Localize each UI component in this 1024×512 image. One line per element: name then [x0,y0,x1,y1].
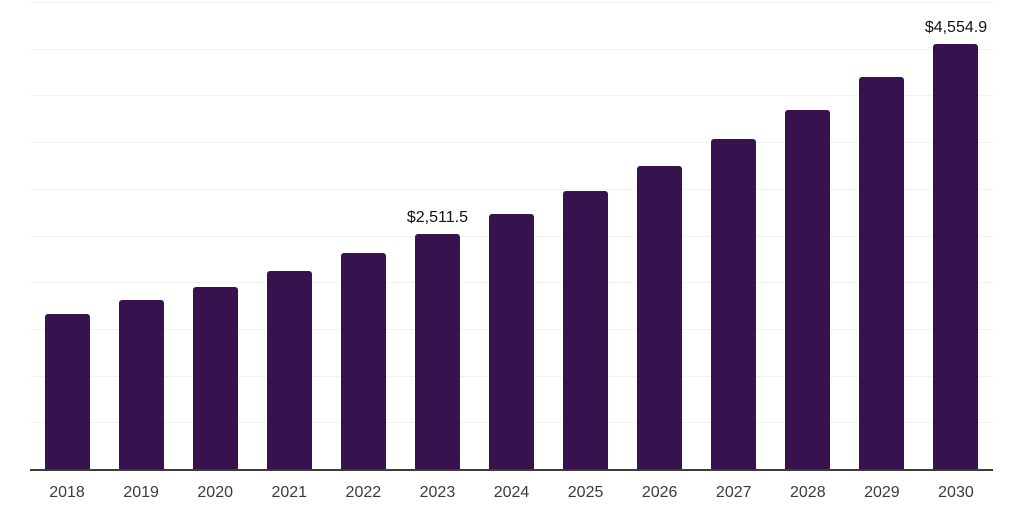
bar-2023 [414,234,460,469]
x-tick-label-2030: 2030 [938,484,974,501]
x-axis-line [30,469,993,471]
bar-2030 [933,43,979,469]
x-tick-label-2018: 2018 [49,484,85,501]
x-tick-label-2024: 2024 [493,484,530,501]
x-tick-label-2021: 2021 [271,484,308,501]
gridline-4000 [30,95,993,97]
gridline-3000 [30,188,993,190]
bar-2022 [340,253,386,469]
bar-2025 [563,190,609,469]
bar-2027 [711,138,757,469]
x-tick-label-2028: 2028 [790,484,826,501]
x-tick-label-2025: 2025 [567,484,604,501]
x-tick-label-2023: 2023 [419,484,456,501]
gridline-4500 [30,48,993,50]
bar-2020 [192,286,238,469]
bar-2029 [859,76,905,469]
gridline-5000 [30,2,993,3]
gridline-3500 [30,142,993,144]
x-tick-label-2026: 2026 [641,484,678,501]
bar-2021 [266,270,312,469]
bar-2019 [118,299,164,469]
x-tick-label-2019: 2019 [123,484,159,501]
x-tick-label-2029: 2029 [864,484,900,501]
value-label-2030: $4,554.9 [924,18,988,36]
bar-2026 [637,165,683,469]
x-tick-label-2022: 2022 [345,484,382,501]
bar-2028 [785,109,831,469]
x-tick-label-2027: 2027 [715,484,752,501]
plot-area: 2018 2019 2020 2021 2022 2023 2024 2025 2026 2027… [30,0,993,512]
bar-2018 [44,313,90,469]
x-tick-label-2020: 2020 [197,484,233,501]
bar-2024 [489,214,534,469]
value-label-2023: $2,511.5 [406,209,468,227]
